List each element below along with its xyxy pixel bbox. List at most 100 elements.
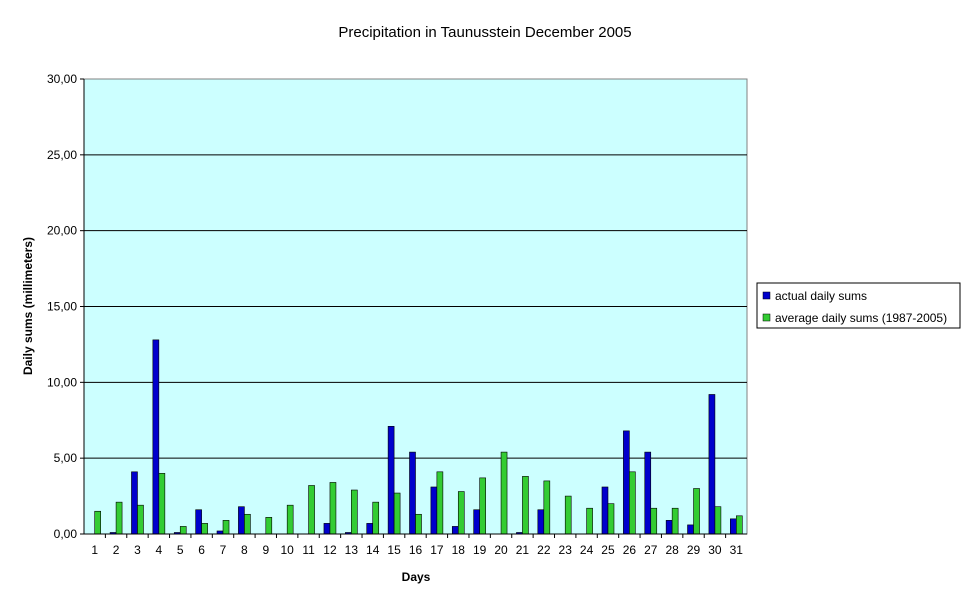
bar-average-day-11 (308, 485, 315, 535)
bar-average-day-1 (94, 510, 101, 535)
y-tick-label: 5,00 (54, 451, 78, 465)
bar-actual-day-15 (387, 426, 395, 535)
y-tick-label: 30,00 (47, 72, 77, 86)
y-tick-label: 15,00 (47, 300, 77, 314)
gridlines (84, 154, 747, 459)
x-tick-label: 21 (516, 543, 530, 557)
bar-actual-day-6 (195, 509, 202, 535)
x-tick-label: 9 (262, 543, 269, 557)
y-axis-ticks: 0,00 5,00 10,00 15,00 20,00 25,00 30,00 (47, 72, 84, 541)
x-tick-label: 17 (430, 543, 444, 557)
bar-average-day-20 (500, 451, 508, 535)
bar-average-day-2 (115, 501, 123, 535)
bar-actual-day-22 (537, 509, 545, 535)
bar-average-day-15 (393, 492, 401, 535)
x-tick-label: 12 (323, 543, 337, 557)
bar-actual-day-4 (152, 339, 160, 535)
y-axis-label: Daily sums (millimeters) (21, 237, 35, 375)
chart-title: Precipitation in Taunusstein December 20… (338, 24, 631, 41)
x-tick-label: 23 (559, 543, 573, 557)
x-axis-label: Days (402, 570, 431, 584)
x-tick-label: 7 (220, 543, 227, 557)
legend-label-actual: actual daily sums (775, 289, 867, 303)
x-tick-label: 18 (452, 543, 466, 557)
bar-average-day-30 (714, 506, 722, 535)
bar-actual-day-31 (730, 518, 737, 535)
x-tick-label: 26 (623, 543, 637, 557)
x-tick-label: 25 (601, 543, 615, 557)
bars (94, 339, 743, 535)
legend-label-average: average daily sums (1987-2005) (775, 311, 947, 325)
y-tick-label: 10,00 (47, 375, 77, 389)
x-tick-label: 29 (687, 543, 701, 557)
x-tick-label: 19 (473, 543, 487, 557)
bar-actual-day-3 (131, 471, 138, 535)
x-tick-label: 3 (134, 543, 141, 557)
legend-box (756, 282, 961, 329)
bar-average-day-8 (244, 513, 251, 535)
legend-swatch-actual (762, 291, 771, 300)
x-tick-label: 10 (280, 543, 294, 557)
x-tick-label: 2 (113, 543, 120, 557)
legend: actual daily sums average daily sums (19… (756, 282, 961, 329)
x-tick-label: 28 (665, 543, 679, 557)
x-tick-label: 31 (730, 543, 744, 557)
bar-actual-day-12 (323, 523, 331, 535)
bar-average-day-12 (329, 482, 337, 535)
bar-average-day-23 (564, 495, 572, 535)
x-tick-label: 30 (708, 543, 722, 557)
bar-actual-day-19 (473, 509, 480, 535)
bar-actual-day-27 (644, 451, 652, 535)
y-tick-label: 25,00 (47, 148, 77, 162)
bar-average-day-14 (372, 501, 380, 535)
bar-average-day-13 (351, 489, 358, 535)
bar-average-day-17 (436, 471, 444, 535)
y-tick-label: 20,00 (47, 224, 77, 238)
x-tick-label: 5 (177, 543, 184, 557)
bar-average-day-9 (265, 517, 273, 535)
bar-actual-day-26 (623, 430, 630, 535)
y-tick-label: 0,00 (54, 527, 78, 541)
bar-actual-day-18 (451, 526, 459, 535)
bar-average-day-5 (179, 526, 187, 535)
bar-actual-day-16 (409, 451, 416, 535)
x-tick-label: 6 (198, 543, 205, 557)
x-tick-label: 15 (387, 543, 401, 557)
bar-average-day-10 (286, 504, 294, 535)
bar-average-day-24 (586, 507, 593, 535)
bar-actual-day-28 (665, 520, 673, 535)
bar-average-day-31 (736, 515, 743, 535)
legend-swatch-average (762, 313, 771, 322)
bar-actual-day-14 (366, 523, 374, 535)
bar-average-day-6 (201, 523, 208, 535)
x-tick-label: 11 (302, 543, 315, 557)
bar-average-day-19 (479, 477, 486, 535)
bar-actual-day-29 (687, 524, 694, 535)
x-tick-label: 20 (494, 543, 508, 557)
x-tick-label: 1 (91, 543, 98, 557)
x-tick-label: 8 (241, 543, 248, 557)
x-tick-label: 13 (345, 543, 359, 557)
x-tick-label: 24 (580, 543, 594, 557)
x-tick-label: 27 (644, 543, 658, 557)
bar-average-day-25 (607, 503, 615, 535)
x-tick-label: 4 (156, 543, 163, 557)
bar-actual-day-25 (601, 486, 609, 535)
bar-average-day-29 (693, 488, 700, 535)
bar-average-day-7 (222, 520, 230, 535)
bar-average-day-16 (415, 513, 422, 535)
bar-average-day-21 (522, 476, 529, 535)
x-axis-ticks: 1 2 3 4 5 6 7 8 9 10 11 12 13 14 15 16 17 18 19 20 21 22 23 24 2… (91, 534, 743, 557)
bar-average-day-18 (457, 491, 465, 535)
bar-actual-day-30 (708, 394, 716, 535)
bar-average-day-26 (629, 471, 636, 535)
x-tick-label: 14 (366, 543, 380, 557)
bar-average-day-3 (137, 504, 144, 535)
bar-average-day-27 (650, 507, 658, 535)
bar-average-day-22 (543, 480, 551, 535)
bar-average-day-4 (158, 473, 166, 535)
x-tick-label: 16 (409, 543, 423, 557)
bar-average-day-28 (671, 507, 679, 535)
bar-actual-day-8 (238, 506, 245, 535)
